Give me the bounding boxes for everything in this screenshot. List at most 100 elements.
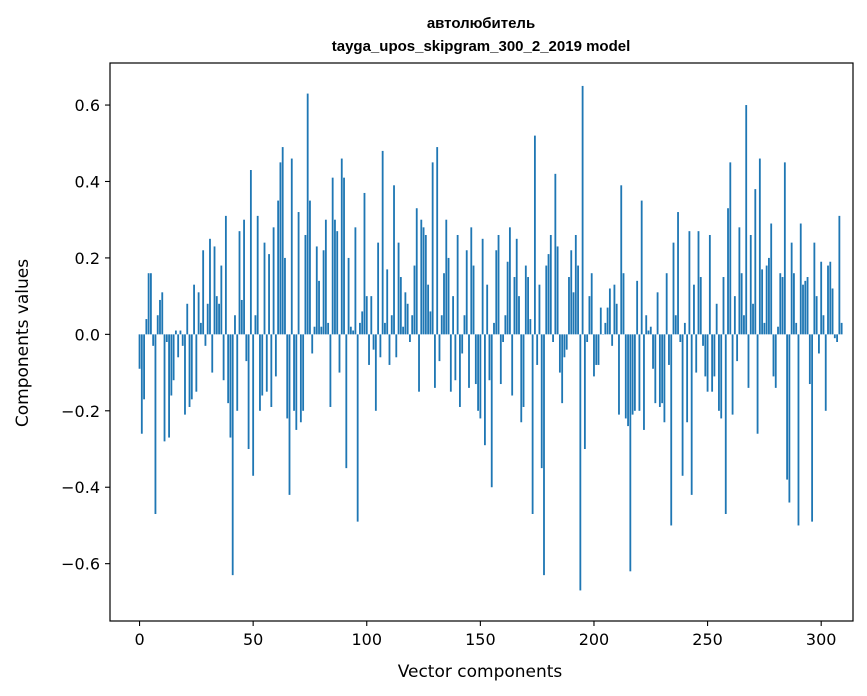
bar	[718, 334, 720, 411]
bar	[681, 334, 684, 476]
bar	[313, 326, 316, 335]
bar	[777, 326, 779, 335]
bar	[697, 231, 700, 335]
bar	[484, 334, 486, 446]
plot-frame	[109, 62, 854, 622]
bar	[465, 250, 468, 335]
bar	[215, 296, 218, 335]
bar	[593, 334, 595, 377]
bar	[143, 334, 145, 400]
bar	[377, 242, 380, 335]
bar	[515, 238, 518, 335]
bar	[354, 227, 357, 335]
bar	[179, 330, 182, 335]
bar	[395, 334, 398, 358]
y-tick-label: −0.4	[61, 478, 100, 497]
bar	[583, 334, 586, 450]
bar	[772, 334, 775, 377]
bar	[247, 334, 250, 450]
bar	[374, 334, 377, 411]
x-tick-label: 200	[579, 630, 610, 649]
bar	[209, 238, 211, 335]
bar	[159, 299, 161, 335]
bar	[202, 250, 205, 335]
bar	[838, 215, 841, 335]
y-tick-label: −0.6	[61, 555, 100, 574]
bar	[304, 234, 307, 335]
bar	[156, 315, 159, 335]
bar	[318, 280, 320, 335]
bar	[370, 296, 373, 335]
bar	[822, 315, 825, 335]
bar	[445, 219, 448, 335]
bar	[752, 303, 754, 335]
bar	[799, 223, 802, 335]
bar	[327, 322, 330, 335]
bar	[145, 319, 148, 335]
bar	[815, 296, 818, 335]
bar	[613, 284, 616, 335]
bar	[820, 261, 823, 335]
bar	[558, 334, 561, 373]
bar	[690, 334, 693, 495]
bar	[259, 334, 261, 411]
bar	[522, 334, 525, 407]
bar	[590, 273, 593, 335]
bar	[670, 334, 673, 526]
bar	[588, 296, 591, 335]
bar	[447, 257, 450, 335]
bar	[381, 150, 384, 335]
bar	[540, 334, 543, 469]
bar	[481, 238, 484, 335]
bar	[811, 334, 814, 522]
bar	[152, 334, 155, 346]
bar	[706, 334, 709, 392]
bar	[361, 311, 364, 335]
bar	[733, 296, 736, 335]
bar	[493, 322, 495, 335]
bar	[572, 292, 575, 335]
bar	[334, 219, 336, 335]
bar	[565, 334, 568, 350]
bar	[672, 242, 675, 335]
bar	[295, 334, 298, 430]
bar	[745, 105, 748, 335]
bar	[234, 315, 236, 335]
bar	[470, 227, 473, 335]
bar	[252, 334, 255, 476]
bar	[147, 273, 150, 335]
bar	[406, 303, 409, 335]
bar	[702, 334, 704, 346]
x-tick-label: 300	[806, 630, 837, 649]
bar	[186, 303, 189, 335]
bar	[309, 200, 311, 335]
bar	[840, 322, 843, 335]
bar	[338, 334, 341, 373]
bar	[611, 334, 614, 346]
x-tick-label: 250	[692, 630, 723, 649]
axes-group: 0 50 100 150 200 250 300 −0.6 −0.4 −0.2 0.0 0.2 0.4 0…	[61, 62, 854, 649]
bar	[384, 322, 386, 335]
bar	[477, 334, 479, 411]
bars-group	[138, 85, 843, 591]
bar	[165, 334, 168, 342]
bar	[322, 250, 325, 335]
bar	[620, 185, 623, 335]
bar	[661, 334, 664, 404]
bar	[343, 177, 345, 335]
bar	[227, 334, 230, 404]
bar	[636, 280, 639, 335]
bar	[390, 315, 393, 335]
bar	[472, 265, 475, 335]
bar	[168, 334, 170, 438]
bar	[758, 158, 761, 335]
bar	[293, 334, 295, 411]
bar	[663, 334, 666, 423]
bar	[643, 334, 645, 430]
bar	[502, 334, 504, 342]
y-tick-label: 0.6	[75, 96, 100, 115]
bar	[195, 334, 198, 392]
bar	[286, 334, 289, 419]
bar	[720, 334, 723, 419]
